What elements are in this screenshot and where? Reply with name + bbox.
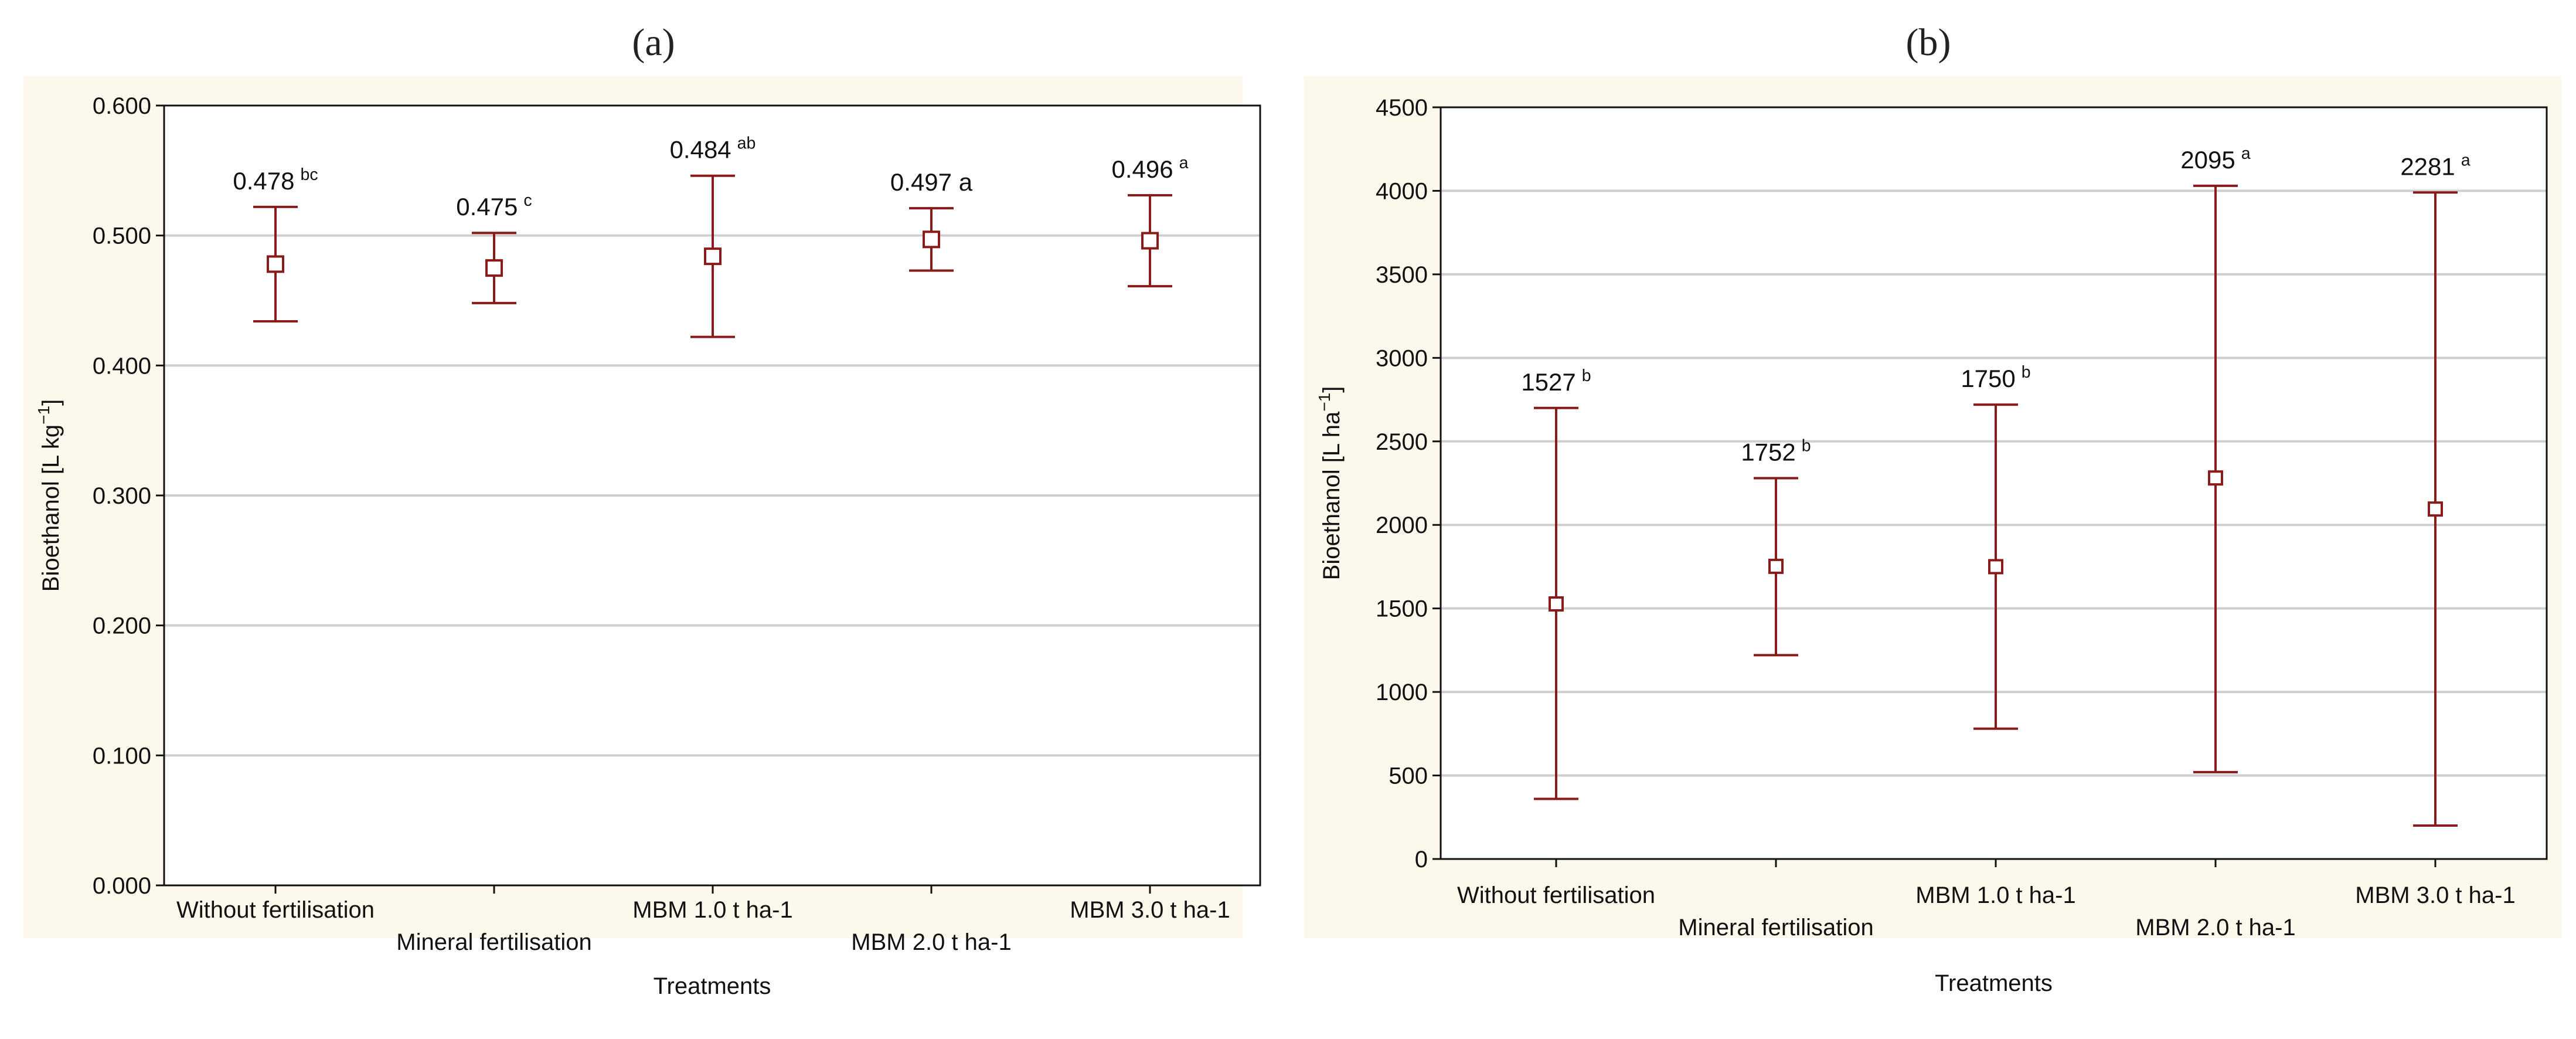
data-label: 1750 b	[1961, 363, 2030, 392]
y-tick-label: 0.500	[93, 223, 151, 249]
y-tick-label: 0	[1415, 847, 1428, 872]
y-tick-label: 3500	[1376, 262, 1428, 288]
plot-area	[1441, 107, 2547, 859]
panel-b-letter: (b)	[1905, 21, 1951, 64]
mean-point	[2208, 470, 2223, 486]
data-label: 2281 a	[2400, 151, 2470, 180]
y-tick-label: 4000	[1376, 178, 1428, 204]
y-tick-label: 4500	[1376, 95, 1428, 121]
x-category-label: MBM 2.0 t ha-1	[2135, 915, 2295, 940]
y-tick-label: 3000	[1376, 345, 1428, 371]
y-tick-label: 0.200	[93, 613, 151, 639]
data-label: 0.478 bc	[233, 165, 318, 195]
x-category-label: MBM 1.0 t ha-1	[1915, 882, 2075, 908]
x-category-label: MBM 1.0 t ha-1	[632, 897, 792, 923]
mean-point	[1549, 596, 1564, 612]
chart-b-group: 0 500 1000 1500 2000 2500 3000 3500 4000 4500 With…	[1304, 76, 2561, 996]
x-category-label: Mineral fertilisation	[1678, 915, 1873, 940]
mean-point	[1988, 559, 2003, 575]
data-label: 0.475 c	[456, 191, 532, 220]
x-category-label: MBM 3.0 t ha-1	[2355, 882, 2515, 908]
y-tick-label: 1500	[1376, 596, 1428, 622]
x-category-label: MBM 2.0 t ha-1	[851, 929, 1011, 955]
x-category-label: Mineral fertilisation	[396, 929, 591, 955]
mean-point	[267, 255, 284, 273]
y-tick-label: 0.600	[93, 93, 151, 119]
mean-point	[923, 230, 940, 249]
chart-a-group: 0.000 0.100 0.200 0.300 0.400 0.500 0.600 Witho…	[23, 76, 1261, 999]
x-category-label: Without fertilisation	[1457, 882, 1655, 908]
mean-point	[485, 259, 503, 277]
y-tick-label: 0.300	[93, 483, 151, 509]
data-label: 0.497 a	[890, 168, 973, 196]
x-axis-label: Treatments	[654, 973, 771, 999]
y-axis-label: Bioethanol [L ha−1]	[1315, 386, 1345, 580]
x-axis-label: Treatments	[1935, 970, 2053, 996]
y-tick-label: 2500	[1376, 429, 1428, 455]
data-label: 2095 a	[2180, 144, 2250, 174]
y-tick-label: 0.400	[93, 353, 151, 379]
mean-point	[1141, 232, 1159, 250]
y-tick-label: 0.100	[93, 743, 151, 769]
panel-a-letter: (a)	[632, 21, 675, 64]
y-tick-label: 0.000	[93, 873, 151, 899]
y-tick-label: 1000	[1376, 680, 1428, 705]
data-label: 1752 b	[1741, 436, 1811, 466]
y-tick-label: 500	[1389, 763, 1428, 789]
mean-point	[704, 247, 722, 266]
data-label: 0.496 a	[1112, 154, 1189, 183]
y-axis-label: Bioethanol [L kg−1]	[35, 399, 64, 592]
mean-point	[1768, 558, 1784, 574]
y-tick-label: 2000	[1376, 512, 1428, 538]
x-category-label: MBM 3.0 t ha-1	[1070, 897, 1230, 923]
mean-point	[2428, 501, 2443, 517]
data-label: 1527 b	[1521, 366, 1591, 396]
plot-frame	[1440, 106, 2548, 860]
data-label: 0.484 ab	[670, 134, 756, 164]
x-category-label: Without fertilisation	[176, 897, 375, 923]
